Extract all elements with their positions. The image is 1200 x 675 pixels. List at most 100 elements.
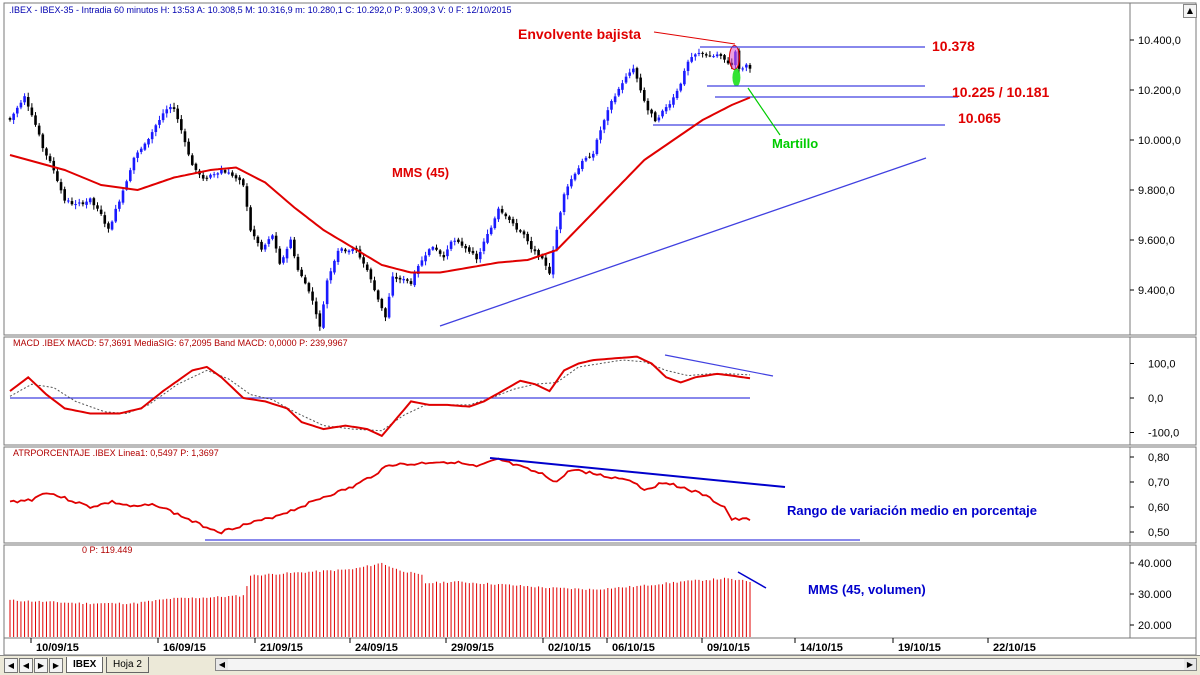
candle: [409, 278, 413, 286]
candle: [577, 165, 580, 176]
atr-header: ATRPORCENTAJE .IBEX Linea1: 0,5497 P: 1,…: [13, 448, 219, 458]
candle: [303, 274, 307, 285]
candle: [340, 247, 344, 254]
candle: [471, 247, 475, 256]
candle: [697, 48, 701, 57]
prev-sheet-button[interactable]: ◀: [19, 658, 33, 673]
candle: [19, 99, 23, 110]
candle: [227, 168, 231, 175]
price-axis-panel: [1129, 2, 1197, 336]
candle: [169, 103, 172, 114]
candle: [23, 93, 26, 106]
candle: [158, 115, 161, 129]
candle: [67, 197, 70, 204]
candle: [296, 253, 300, 272]
price-tick-label: 10.400,0: [1138, 35, 1181, 47]
candle: [384, 307, 387, 322]
candle: [442, 251, 446, 261]
price-tick-label: 9.800,0: [1138, 185, 1175, 197]
candle: [48, 153, 52, 163]
macd-tick-label: 100,0: [1148, 359, 1176, 371]
annotation-envolvente: Envolvente bajista: [518, 26, 641, 42]
candle: [555, 226, 559, 252]
candle: [77, 198, 81, 207]
candle: [457, 237, 460, 244]
date-tick-label: 29/09/15: [451, 642, 494, 654]
candle: [602, 118, 606, 134]
macd-panel: [3, 336, 1131, 446]
candle: [398, 275, 402, 284]
candle: [493, 216, 497, 230]
candle: [486, 229, 489, 245]
macd-axis-panel: [1129, 336, 1197, 446]
candle: [745, 63, 748, 72]
candle: [212, 171, 216, 178]
candle: [581, 158, 584, 172]
candle: [529, 236, 533, 253]
candle: [460, 237, 464, 248]
candle: [489, 225, 493, 236]
candle: [723, 54, 726, 63]
candle: [617, 86, 621, 98]
candle: [139, 146, 143, 155]
candle: [650, 108, 653, 118]
candle: [45, 147, 48, 160]
annotation-volume-mms: MMS (45, volumen): [808, 582, 926, 597]
candle: [675, 88, 679, 100]
candle: [376, 289, 380, 303]
candle: [715, 51, 719, 58]
candle: [252, 225, 256, 240]
horizontal-scrollbar[interactable]: ◀ ▶: [215, 658, 1197, 671]
candle: [347, 249, 351, 255]
candle: [263, 243, 267, 252]
candle: [333, 259, 336, 275]
trendline: [439, 157, 927, 327]
volume-tick-label: 30.000: [1138, 589, 1172, 601]
candle: [635, 66, 639, 83]
candle: [128, 167, 132, 183]
candle: [468, 245, 471, 254]
candle: [52, 157, 56, 174]
macd-line: [9, 355, 751, 438]
candle: [172, 102, 176, 112]
date-tick-label: 24/09/15: [355, 642, 398, 654]
candle: [515, 218, 518, 233]
martillo-pointer: [747, 87, 781, 136]
price-tick-label: 9.600,0: [1138, 235, 1175, 247]
candle: [701, 51, 704, 58]
scroll-left-button[interactable]: ◀: [216, 659, 228, 670]
tab-ibex[interactable]: IBEX: [66, 657, 104, 673]
first-sheet-button[interactable]: ◀: [4, 658, 18, 673]
scroll-right-button[interactable]: ▶: [1184, 659, 1196, 670]
candle: [562, 192, 566, 216]
annotation-level-low: 10.065: [958, 110, 1001, 126]
candle: [180, 115, 183, 134]
candle: [599, 126, 602, 144]
candle: [118, 199, 121, 212]
atr-trendline: [489, 457, 786, 488]
candle: [176, 104, 179, 123]
scroll-up-button[interactable]: ▲: [1183, 4, 1197, 18]
volume-tick-label: 20.000: [1138, 620, 1172, 632]
candle: [74, 200, 77, 210]
candle: [690, 52, 693, 64]
sheet-tab-bar: ◀ ◀ ▶ ▶ IBEX Hoja 2 ◀ ▶: [0, 655, 1200, 675]
candle: [242, 178, 245, 188]
price-tick-label: 10.000,0: [1138, 135, 1181, 147]
macd-tick-label: -100,0: [1148, 428, 1179, 440]
atr-tick-label: 0,70: [1148, 477, 1169, 489]
candle: [664, 104, 668, 115]
next-sheet-button[interactable]: ▶: [34, 658, 48, 673]
atr-axis-panel: [1129, 446, 1197, 544]
mms45-line: [9, 96, 751, 274]
tab-hoja-2[interactable]: Hoja 2: [106, 657, 149, 673]
candle: [88, 197, 92, 205]
candle: [719, 52, 723, 60]
date-tick-label: 14/10/15: [800, 642, 843, 654]
candle: [639, 73, 642, 93]
macd-header: MACD .IBEX MACD: 57,3691 MediaSIG: 67,20…: [13, 338, 348, 348]
annotation-atr: Rango de variación medio en porcentaje: [787, 503, 1037, 518]
last-sheet-button[interactable]: ▶: [49, 658, 63, 673]
candle: [672, 93, 675, 108]
candle: [314, 297, 318, 319]
